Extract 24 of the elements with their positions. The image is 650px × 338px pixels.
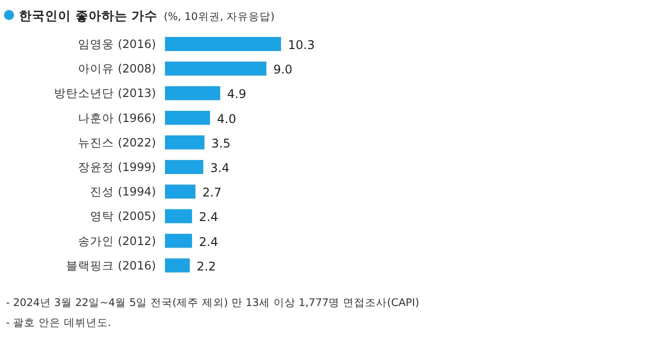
data-label: 2.7: [202, 186, 222, 200]
chart-title: 한국인이 좋아하는 가수: [19, 8, 158, 23]
text: - 2024년 3월 22일~4월 5일 전국(제주 제외) 만 13세 이상 1,777명 면접조사(CAPI): [6, 297, 420, 309]
data-label: 9.0: [273, 62, 292, 77]
y-tick-label: 진성 (1994): [90, 184, 156, 199]
data-label: 3.5: [211, 136, 231, 150]
data-label: 4.9: [227, 87, 246, 102]
chart-subtitle: (%, 10위권, 자유응답): [164, 11, 275, 23]
y-tick-label: 나훈아 (1966): [78, 110, 156, 125]
data-label: 3.4: [210, 161, 230, 175]
data-label: 2.4: [199, 234, 218, 249]
y-tick-label: 방탄소년단 (2013): [54, 86, 156, 100]
y-tick-label: 뉴진스 (2022): [78, 135, 156, 150]
data-label: 10.3: [288, 38, 315, 52]
y-tick-label: 송가인 (2012): [78, 234, 156, 248]
data-label: 4.0: [217, 112, 236, 126]
text: - 괄호 안은 데뷔년도.: [6, 317, 112, 329]
data-label: 2.4: [199, 210, 218, 224]
y-tick-label: 임영웅 (2016): [78, 37, 156, 51]
y-tick-label: 영탁 (2005): [90, 209, 156, 224]
data-label: 2.2: [196, 259, 216, 274]
y-tick-label: 장윤정 (1999): [78, 160, 156, 174]
y-tick-label: 아이유 (2008): [78, 62, 156, 76]
y-tick-label: 블랙핑크 (2016): [66, 258, 156, 272]
